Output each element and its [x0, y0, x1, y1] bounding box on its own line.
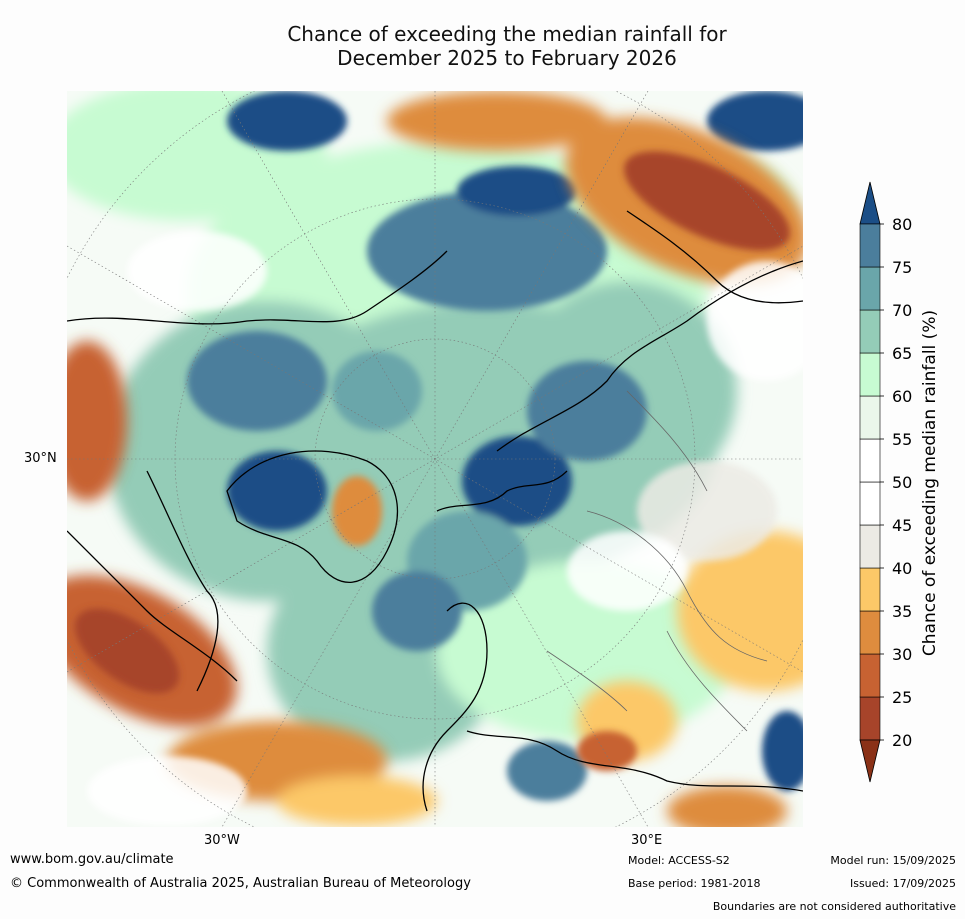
title-line-1: Chance of exceeding the median rainfall …: [287, 22, 727, 46]
colorbar-tick-label: 75: [892, 258, 912, 277]
colorbar-tick-label: 50: [892, 473, 912, 492]
footer-base-period: Base period: 1981-2018: [628, 877, 761, 890]
europe-coast: [466, 730, 803, 792]
colorbar-band: [859, 438, 881, 483]
arctic-islands-coast: [436, 470, 568, 512]
colorbar-tick-label: 70: [892, 301, 912, 320]
colorbar-band: [859, 309, 881, 354]
very-wet-areas: [187, 91, 803, 801]
colorbar-title: Chance of exceeding median rainfall (%): [920, 309, 940, 657]
greenland-coast: [226, 450, 399, 584]
colorbar-extension-high: [859, 181, 881, 225]
colorbar-band: [859, 481, 881, 526]
siberia-coast: [496, 260, 803, 452]
hudson-bay-coast: [67, 530, 238, 682]
colorbar-band: [859, 696, 881, 741]
colorbar-band: [859, 395, 881, 440]
colorbar-band: [859, 266, 881, 311]
country-borders: [546, 390, 768, 732]
footer-issued: Issued: 17/09/2025: [849, 877, 956, 890]
footer-model-run: Model run: 15/09/2025: [830, 854, 956, 867]
colorbar-band: [859, 567, 881, 612]
canadian-coast: [146, 470, 219, 692]
scandinavia-coast: [422, 602, 488, 812]
very-dry-areas: [74, 151, 790, 771]
coastlines: [67, 210, 803, 812]
graticule: [67, 91, 803, 827]
longitude-label-30e: 30°E: [631, 833, 663, 848]
colorbar-tick-label: 60: [892, 387, 912, 406]
footer-boundaries-note: Boundaries are not considered authoritat…: [712, 900, 956, 913]
colorbar-svg: 20 25 30 35 40 45 50 55 60 65 70 75 80: [859, 181, 912, 783]
colorbar: 20 25 30 35 40 45 50 55 60 65 70 75 80: [850, 180, 965, 790]
colorbar-tick-label: 25: [892, 688, 912, 707]
colorbar-tick-label: 30: [892, 645, 912, 664]
colorbar-band: [859, 610, 881, 655]
colorbar-tick-label: 35: [892, 602, 912, 621]
colorbar-band: [859, 223, 881, 268]
footer-model: Model: ACCESS-S2: [628, 854, 730, 867]
map-svg: [67, 91, 803, 827]
colorbar-tick-label: 45: [892, 516, 912, 535]
colorbar-tick-label: 20: [892, 731, 912, 750]
chart-title: Chance of exceeding the median rainfall …: [0, 22, 965, 70]
rainfall-map: [67, 91, 803, 827]
russia-pacific-coast: [626, 210, 803, 304]
colorbar-band: [859, 653, 881, 698]
colorbar-extension-low: [859, 739, 881, 783]
colorbar-band: [859, 352, 881, 397]
colorbar-tick-label: 55: [892, 430, 912, 449]
colorbar-band: [859, 524, 881, 569]
footer-copyright: © Commonwealth of Australia 2025, Austra…: [10, 876, 471, 891]
longitude-label-30w: 30°W: [204, 833, 240, 848]
latitude-label-30n: 30°N: [24, 451, 57, 466]
colorbar-tick-label: 65: [892, 344, 912, 363]
colorbar-tick-label: 40: [892, 559, 912, 578]
title-line-2: December 2025 to February 2026: [337, 46, 677, 70]
colorbar-tick-label: 80: [892, 215, 912, 234]
footer-url[interactable]: www.bom.gov.au/climate: [10, 852, 174, 867]
alaska-canada-coast: [67, 250, 448, 325]
